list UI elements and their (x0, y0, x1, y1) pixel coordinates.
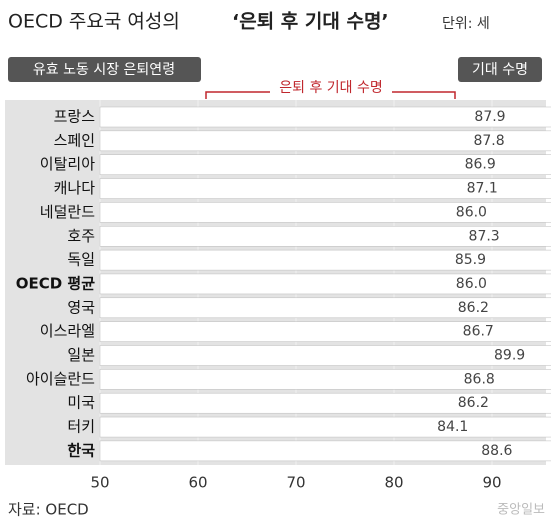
total-label: 86.0 (456, 276, 487, 292)
total-label: 88.6 (481, 443, 512, 459)
bar-segment (99, 440, 551, 462)
legend-box (8, 57, 201, 82)
category-label: 미국 (67, 394, 95, 412)
category-label: 한국 (67, 441, 95, 459)
category-label: 이스라엘 (40, 322, 95, 340)
x-tick-label: 70 (286, 474, 305, 492)
category-label: 영국 (67, 298, 95, 316)
total-label: 86.9 (465, 157, 496, 173)
category-label: OECD 평균 (16, 274, 95, 292)
bar-segment (99, 345, 551, 366)
x-tick-label: 80 (384, 474, 403, 492)
bar-segment (99, 130, 551, 152)
total-label: 89.9 (494, 348, 525, 364)
total-label: 87.8 (473, 133, 504, 149)
chart-title: OECD 주요국 여성의 (8, 11, 180, 33)
legend-label: 기대 수명 (472, 62, 528, 78)
category-label: 네덜란드 (40, 203, 95, 221)
category-label: 캐나다 (54, 179, 96, 197)
total-label: 87.3 (469, 228, 500, 244)
total-label: 86.2 (458, 395, 489, 411)
legend-label-bg (270, 78, 392, 98)
bar-segment (99, 178, 551, 199)
category-label: 호주 (67, 227, 95, 245)
category-label: 터키 (67, 418, 95, 436)
unit-label: 단위: 세 (442, 16, 490, 32)
total-label: 87.1 (467, 181, 498, 197)
bar-segment (99, 369, 551, 390)
bar-segment (99, 297, 551, 319)
bar-segment (99, 273, 551, 295)
credit: 중앙일보 (497, 503, 545, 518)
category-label: 스페인 (54, 131, 95, 149)
bar-segment (99, 154, 551, 175)
total-label: 86.8 (464, 371, 495, 387)
bar-segment (99, 321, 551, 342)
total-label: 86.7 (463, 324, 494, 340)
category-label: 아이슬란드 (26, 370, 95, 388)
total-label: 86.0 (456, 204, 487, 220)
legend-box (458, 57, 542, 82)
bar-segment (99, 249, 551, 271)
legend-label: 유효 노동 시장 은퇴연령 (33, 62, 175, 78)
total-label: 86.2 (458, 300, 489, 316)
category-label: 이탈리아 (40, 155, 95, 173)
category-label: 프랑스 (54, 108, 96, 126)
legend-label: 은퇴 후 기대 수명 (279, 80, 383, 96)
source: 자료: OECD (8, 501, 89, 519)
category-label: 일본 (67, 346, 95, 364)
total-label: 85.9 (455, 252, 486, 268)
bar-segment (99, 226, 551, 247)
bar-segment (99, 202, 551, 223)
bar-segment (99, 416, 551, 438)
bar-segment (99, 392, 551, 414)
total-label: 87.9 (474, 109, 505, 125)
bar-segment (99, 106, 551, 128)
x-tick-label: 60 (188, 474, 207, 492)
category-label: 독일 (67, 251, 95, 269)
x-tick-label: 90 (482, 474, 501, 492)
total-label: 84.1 (437, 419, 468, 435)
chart-title-emphasis: ‘은퇴 후 기대 수명’ (232, 11, 389, 33)
x-tick-label: 50 (90, 474, 109, 492)
